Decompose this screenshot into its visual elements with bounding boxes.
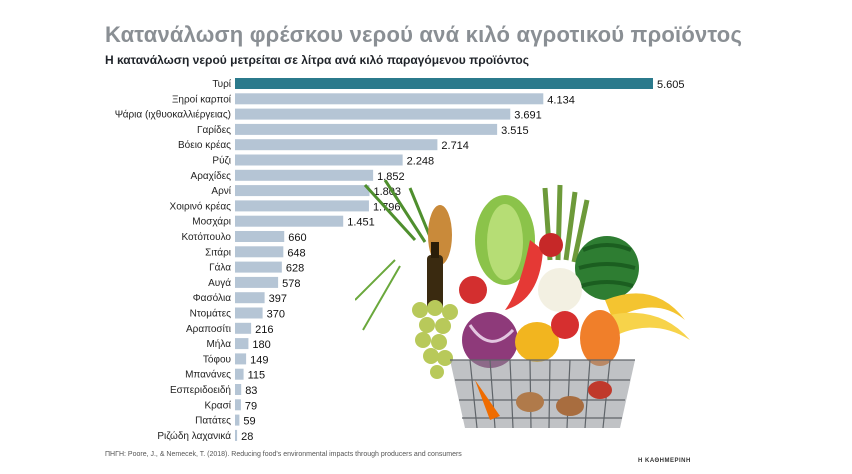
value-label: 1.852 xyxy=(377,171,405,183)
category-label: Ξηροί καρποί xyxy=(172,93,232,105)
value-label: 180 xyxy=(252,339,270,351)
bar xyxy=(235,353,247,365)
bar xyxy=(235,338,249,350)
value-label: 3.691 xyxy=(514,110,542,122)
bar xyxy=(235,215,344,227)
value-label: 216 xyxy=(255,324,273,336)
bar xyxy=(235,185,370,197)
category-label: Σιτάρι xyxy=(205,246,231,258)
category-label: Εσπεριδοειδή xyxy=(170,384,231,396)
category-label: Κρασί xyxy=(204,399,231,411)
category-label: Τυρί xyxy=(212,78,231,90)
category-label: Ντομάτες xyxy=(190,308,232,320)
bar xyxy=(235,108,511,120)
bar xyxy=(235,429,238,441)
bar xyxy=(235,169,374,181)
category-label: Ρύζι xyxy=(212,155,231,167)
category-label: Φασόλια xyxy=(193,292,232,304)
category-label: Χοιρινό κρέας xyxy=(170,200,232,212)
bar xyxy=(235,78,653,89)
value-label: 79 xyxy=(245,400,257,412)
chart-subtitle: Η κατανάλωση νερού μετρείται σε λίτρα αν… xyxy=(105,53,529,67)
category-label: Πατάτες xyxy=(195,415,231,427)
bar xyxy=(235,292,265,304)
category-label: Γαρίδες xyxy=(197,124,231,136)
bar xyxy=(235,384,242,395)
vegetable-basket-illustration xyxy=(355,180,690,429)
value-label: 2.714 xyxy=(441,140,469,152)
bar xyxy=(235,93,544,105)
value-label: 3.515 xyxy=(501,125,529,137)
category-label: Τόφου xyxy=(203,353,231,365)
value-label: 2.248 xyxy=(407,156,435,168)
bar xyxy=(235,123,498,135)
category-label: Αυγά xyxy=(208,277,231,289)
chart-title: Κατανάλωση φρέσκου νερού ανά κιλό αγροτι… xyxy=(105,22,743,47)
value-label: 660 xyxy=(288,232,306,244)
value-label: 648 xyxy=(287,247,305,259)
value-label: 370 xyxy=(267,309,285,321)
bar xyxy=(235,276,279,288)
value-label: 1.451 xyxy=(347,217,375,229)
value-label: 59 xyxy=(243,416,255,428)
category-label: Αρνί xyxy=(211,185,231,197)
category-label: Μήλα xyxy=(206,338,231,350)
bar xyxy=(235,307,263,319)
value-label: 4.134 xyxy=(547,94,575,106)
bar xyxy=(235,322,252,334)
value-label: 628 xyxy=(286,263,304,275)
value-label: 5.605 xyxy=(657,79,685,91)
bar xyxy=(235,261,282,273)
bar xyxy=(235,414,240,426)
category-label: Μπανάνες xyxy=(185,369,231,381)
category-label: Ψάρια (ιχθυοκαλλιέργειας) xyxy=(115,109,231,121)
bar xyxy=(235,231,285,242)
category-label: Αραχίδες xyxy=(191,170,232,182)
bar xyxy=(235,246,284,258)
bar xyxy=(235,368,244,380)
value-label: 578 xyxy=(282,278,300,290)
publisher-logo: Η ΚΑΘΗΜΕΡΙΝΗ xyxy=(638,458,691,464)
category-label: Βόειο κρέας xyxy=(178,139,231,151)
category-label: Ριζώδη λαχανικά xyxy=(157,430,231,442)
bar xyxy=(235,200,369,212)
value-label: 28 xyxy=(241,431,253,443)
bar xyxy=(235,139,438,151)
category-label: Κοτόπουλο xyxy=(181,231,231,243)
value-label: 115 xyxy=(248,370,266,382)
value-label: 83 xyxy=(245,385,257,397)
category-label: Αραποσίτι xyxy=(186,323,231,335)
category-label: Γάλα xyxy=(209,262,231,274)
bar xyxy=(235,154,403,166)
value-label: 149 xyxy=(250,354,268,366)
category-label: Μοσχάρι xyxy=(192,216,231,228)
bar xyxy=(235,399,241,411)
source-note: ΠΗΓΗ: Poore, J., & Nemecek, T. (2018). R… xyxy=(105,451,462,458)
value-label: 397 xyxy=(269,293,287,305)
